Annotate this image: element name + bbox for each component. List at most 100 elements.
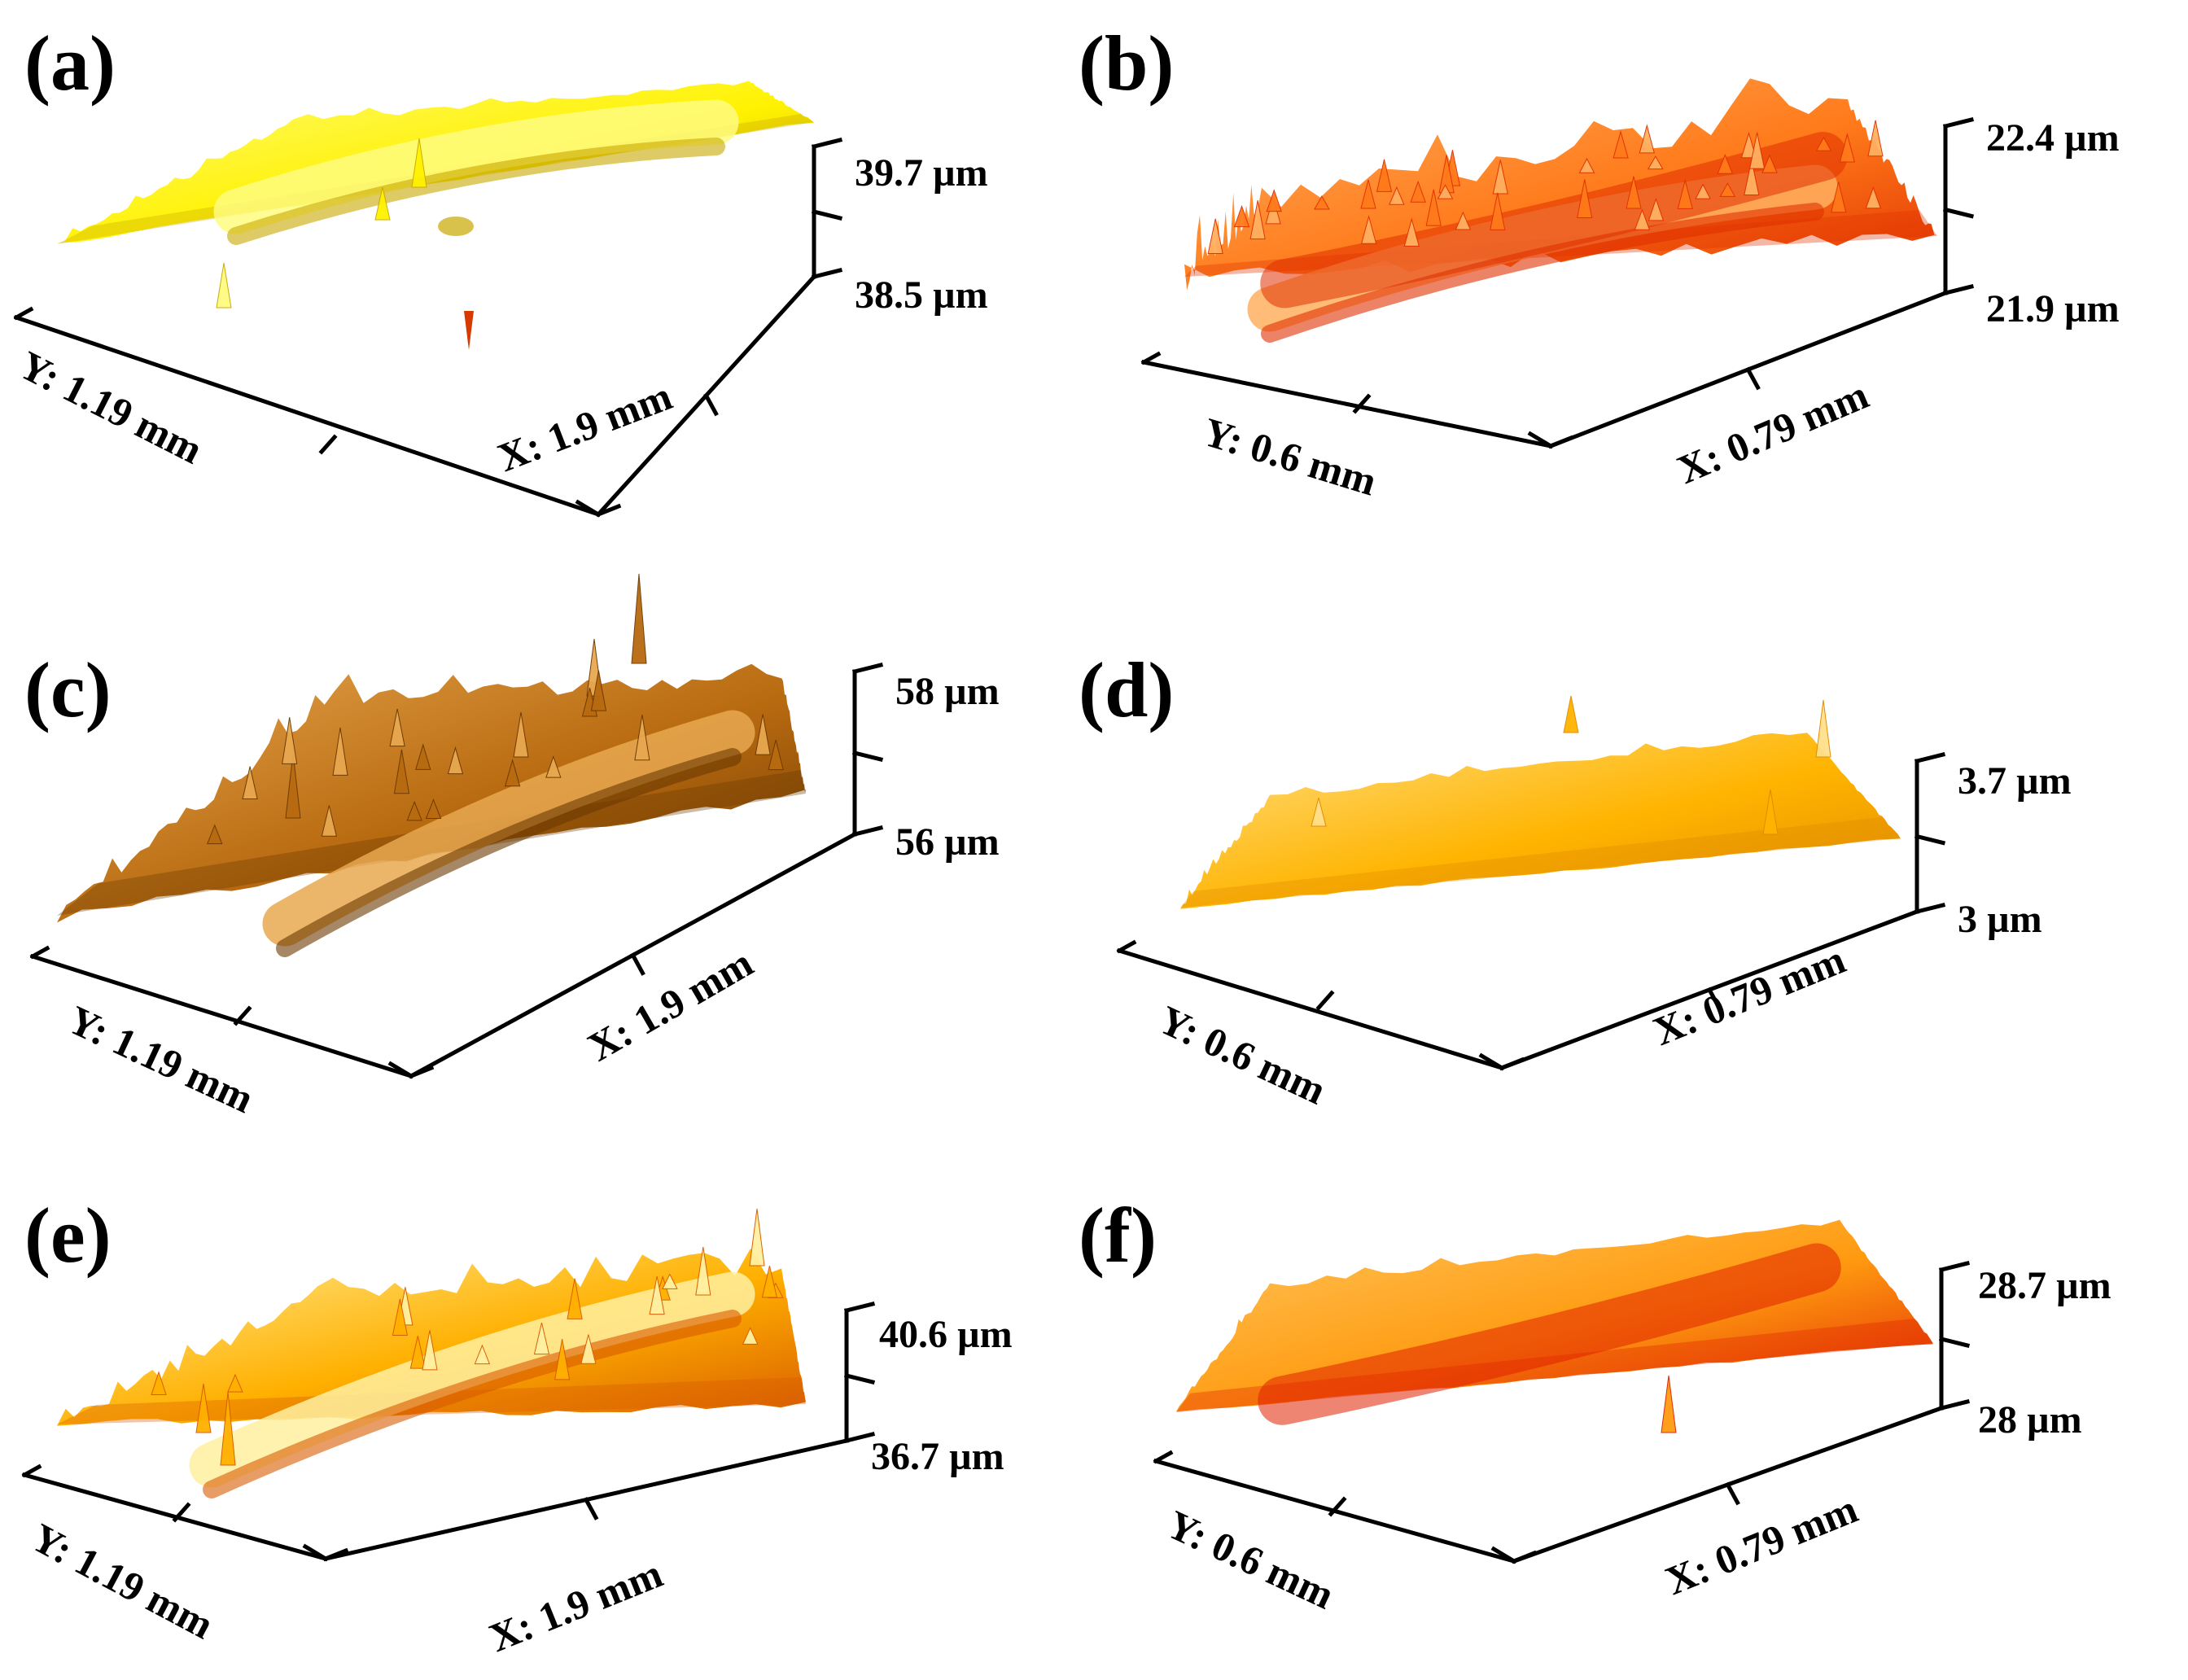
surface-peak	[590, 670, 607, 711]
surface-peak	[1437, 184, 1454, 199]
z-axis-top-tick	[811, 137, 843, 150]
panel-d: (d) 3.7 µm 3 µm Y: 0.6 mm X: 0.79 mm	[1079, 646, 2072, 1113]
panel-label: (f)	[1079, 1192, 1157, 1279]
surface-peak	[1661, 1375, 1677, 1433]
surface-peak	[567, 1278, 583, 1319]
surface-peak	[393, 749, 410, 794]
y-axis-end-tick	[1116, 939, 1137, 954]
panel-label: (b)	[1079, 20, 1174, 107]
surface-peak	[374, 186, 391, 221]
surface-peak	[1740, 132, 1757, 159]
z-axis-top-label: 58 µm	[895, 670, 1000, 713]
z-axis-top-label: 22.4 µm	[1986, 116, 2120, 160]
x-axis-mid-tick	[703, 392, 719, 417]
surface-peak	[285, 752, 301, 819]
y-axis-b	[1141, 360, 1553, 448]
surface-peak	[216, 262, 232, 308]
y-axis-end-tick	[1153, 1450, 1174, 1464]
x-axis-label: X: 1.9 mm	[483, 1551, 668, 1661]
surface-peak	[425, 798, 442, 820]
surface-feature-a	[213, 99, 739, 234]
panel-f: (f) 28.7 µm 28 µm Y: 0.6 mm X: 0.79 mm	[1079, 1192, 2111, 1618]
surface-peak	[1831, 182, 1847, 213]
x-axis-end-tick	[1547, 435, 1574, 449]
z-axis-bottom-label: 36.7 µm	[871, 1435, 1004, 1478]
surface-peak	[1490, 192, 1506, 230]
surface-peak	[533, 1322, 550, 1355]
surface-peak	[1762, 789, 1779, 835]
surface-peak	[422, 1330, 438, 1371]
surface-peak	[649, 1275, 665, 1315]
surface-peak	[1626, 176, 1642, 209]
surface-peak	[1455, 211, 1472, 230]
z-axis-bottom-tick	[811, 267, 843, 280]
y-axis-mid-tick	[172, 1502, 191, 1523]
axes-d	[1116, 751, 1946, 1071]
panel-e: (e) 40.6 µm 36.7 µm Y: 1.19 mm X: 1.9 mm	[21, 1192, 1013, 1661]
x-axis-label: X: 0.79 mm	[1659, 1485, 1863, 1603]
y-axis-end-tick	[575, 499, 602, 518]
x-axis-label: X: 1.9 mm	[492, 373, 678, 480]
y-axis-a	[13, 314, 602, 518]
surface-peak	[513, 711, 529, 758]
surface-track-f	[1258, 1243, 1841, 1425]
surface-feature-edge-e	[203, 1310, 742, 1498]
z-axis-top-label: 39.7 µm	[855, 151, 988, 195]
y-axis-end-tick	[387, 1061, 414, 1079]
z-axis-top-tick	[1938, 1260, 1971, 1273]
surface-peak	[1577, 179, 1593, 219]
z-axis-bottom-tick	[1942, 283, 1975, 296]
surface-peak	[1695, 183, 1711, 199]
surface-pit	[438, 217, 474, 236]
y-axis-end-tick	[1527, 431, 1554, 449]
x-axis-mid-tick	[1745, 366, 1761, 391]
surface-peak	[504, 759, 521, 787]
panel-a: (a) 39.7 µm 38.5 µm Y: 1.19 mm X: 1.9 mm	[12, 20, 988, 518]
surface-peak	[1233, 204, 1250, 228]
z-axis-mid-tick	[843, 1372, 876, 1385]
z-axis-bottom-tick	[1938, 1398, 1971, 1411]
surface-peak	[409, 1336, 426, 1369]
surface-peak	[1492, 160, 1508, 195]
z-axis-bottom-tick	[851, 825, 884, 838]
surface-peak	[1266, 189, 1282, 212]
surface-peak	[1311, 797, 1327, 827]
surface-peak	[1717, 154, 1733, 174]
x-axis-end-tick	[1511, 1550, 1538, 1564]
z-axis-top-label: 28.7 µm	[1978, 1264, 2111, 1307]
x-axis-end-tick	[595, 503, 622, 518]
surface-shadow-d	[1180, 817, 1901, 908]
surface-peak	[1613, 130, 1629, 159]
surface-c	[57, 663, 806, 923]
z-axis-mid-tick	[1914, 833, 1946, 846]
surface-peak	[195, 1383, 212, 1433]
surface-peak	[1761, 154, 1778, 173]
y-axis-label: Y: 0.6 mm	[1198, 409, 1382, 505]
surface-peak	[447, 746, 464, 775]
y-axis-end-tick	[1140, 351, 1162, 365]
surface-track-b	[1260, 132, 1848, 308]
surface-peak	[1634, 208, 1651, 230]
x-axis-mid-tick	[630, 952, 645, 976]
surface-peak	[1815, 136, 1832, 151]
surface-feature-edge-c	[276, 748, 742, 957]
surface-peak	[242, 766, 258, 799]
y-axis-end-tick	[29, 945, 50, 960]
surface-d	[1180, 733, 1901, 909]
surface-peak	[1360, 179, 1376, 209]
panel-label: (c)	[24, 646, 112, 733]
y-axis-end-tick	[13, 306, 34, 321]
z-axis-bottom-label: 3 µm	[1958, 898, 2042, 941]
y-axis-label: Y: 0.6 mm	[1160, 1501, 1341, 1617]
z-axis-bottom-label: 21.9 µm	[1986, 287, 2120, 330]
surface-peak	[1314, 195, 1330, 210]
y-axis-mid-tick	[318, 434, 338, 455]
surface-peak	[662, 1273, 678, 1289]
surface-peak	[1677, 178, 1693, 209]
surface-peak	[220, 1391, 236, 1466]
surface-peak	[321, 805, 337, 837]
surface-peak	[411, 138, 427, 188]
surface-peak	[1749, 132, 1766, 169]
